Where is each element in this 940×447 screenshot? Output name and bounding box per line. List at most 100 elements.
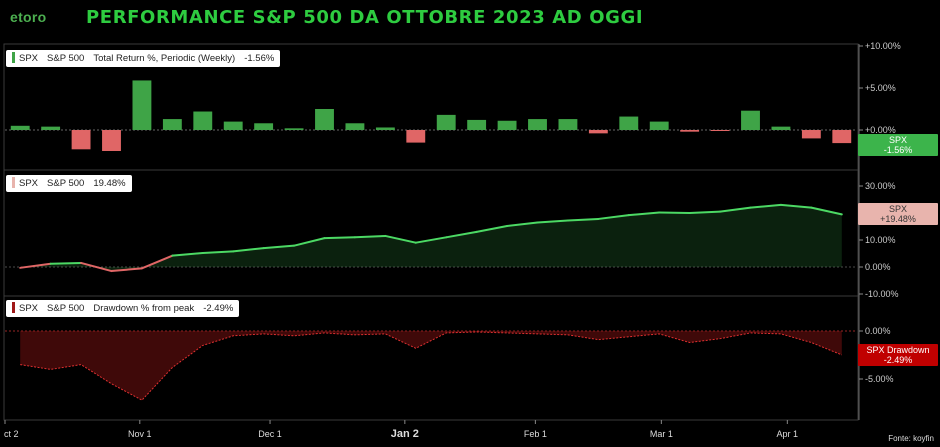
price-tag-cumulative: SPX +19.48% [858,203,938,225]
y-tick-label: +5.00% [865,83,896,93]
x-tick-label: Nov 1 [128,429,152,439]
legend-drawdown: SPX S&P 500 Drawdown % from peak -2.49% [6,300,240,317]
bar [162,119,182,130]
bar [528,119,547,130]
cumulative-line-segment [719,206,752,213]
bar [10,125,30,130]
cumulative-line-segment [597,214,630,220]
y-tick-label: +10.00% [865,41,901,51]
cumulative-line-segment [323,236,356,240]
cumulative-line-segment [536,219,569,224]
cumulative-line-segment [384,234,417,244]
x-tick-label: Mar 1 [650,429,673,439]
y-tick-label: 30.00% [865,181,896,191]
cumulative-line-segment [232,247,265,253]
legend-ticker: SPX [19,53,39,64]
y-tick-label: -10.00% [865,289,899,299]
legend-weekly: SPX S&P 500 Total Return %, Periodic (Week… [6,50,281,67]
tag-line1: SPX [888,135,907,145]
cumulative-line-segment [140,254,174,270]
cumulative-line-segment [353,234,387,239]
drawdown-area [20,331,842,401]
x-tick-label: Jan 2 [391,428,419,440]
bar [284,128,304,130]
cumulative-line-segment [445,230,478,239]
legend-value: -1.56% [244,53,275,64]
cumulative-line-segment [688,210,722,214]
source-note: Fonte: koyfin [888,434,934,443]
bar [771,126,791,130]
cumulative-line-segment [658,211,691,214]
x-tick-label: ct 2 [4,429,19,439]
legend-name: S&P 500 [47,303,85,314]
legend-swatch [12,177,15,188]
bar [619,116,639,130]
bar [680,130,700,132]
cumulative-line-segment [749,203,782,209]
y-tick-label: 0.00% [865,326,891,336]
bar [223,121,243,130]
bar [436,114,456,130]
legend-ticker: SPX [19,178,39,189]
cumulative-line-segment [506,221,539,227]
bar [741,110,760,130]
legend-value: 19.48% [93,178,126,189]
cumulative-line-segment [19,262,52,269]
bar [801,130,821,139]
page-title: PERFORMANCE S&P 500 DA OTTOBRE 2023 AD O… [86,7,644,28]
bar [558,119,578,130]
cumulative-line-segment [810,206,843,216]
bar [345,123,365,130]
tag-line2: -2.49% [883,355,913,365]
legend-ticker: SPX [19,303,39,314]
drawdown-line [20,331,842,401]
bar [41,126,61,130]
tag-line1: SPX Drawdown [866,345,930,355]
bar [102,130,121,151]
bar [254,123,274,130]
legend-swatch [12,52,15,63]
x-tick-label: Apr 1 [777,429,799,439]
x-tick-label: Dec 1 [258,429,282,439]
bar [710,130,730,131]
cumulative-area [20,204,842,272]
cumulative-line-segment [293,237,326,247]
bar [497,120,517,130]
cumulative-line-segment [627,211,661,217]
cumulative-line-segment [201,250,235,254]
legend-swatch [12,302,15,313]
cumulative-line-segment [110,267,143,273]
bar [132,80,152,130]
y-tick-label: +0.00% [865,125,896,135]
price-tag-drawdown: SPX Drawdown -2.49% [858,344,938,366]
cumulative-line-segment [262,244,296,250]
bar [467,119,487,130]
cumulative-line-segment [566,217,600,222]
legend-metric: Drawdown % from peak [93,303,195,314]
y-tick-label: 10.00% [865,235,896,245]
bar [588,130,608,134]
etoro-logo: etoro [10,9,47,25]
y-tick-label: -5.00% [865,374,894,384]
price-tag-weekly: SPX -1.56% [858,134,938,156]
bar [406,130,426,143]
legend-cumulative: SPX S&P 500 19.48% [6,175,132,192]
bar [832,130,852,144]
y-tick-label: 0.00% [865,262,891,272]
tag-line2: -1.56% [883,145,913,155]
cumulative-line-segment [779,203,813,209]
bar [71,130,91,150]
cumulative-line-segment [171,251,204,257]
legend-name: S&P 500 [47,178,85,189]
bar [315,109,334,130]
legend-metric: Total Return %, Periodic (Weekly) [93,53,236,64]
tag-line1: SPX [888,204,907,214]
cumulative-line-segment [49,261,83,265]
legend-value: -2.49% [203,303,234,314]
bar [193,111,213,130]
legend-name: S&P 500 [47,53,85,64]
bar [649,121,669,130]
cumulative-line-segment [80,261,113,273]
tag-line2: +19.48% [880,214,916,224]
